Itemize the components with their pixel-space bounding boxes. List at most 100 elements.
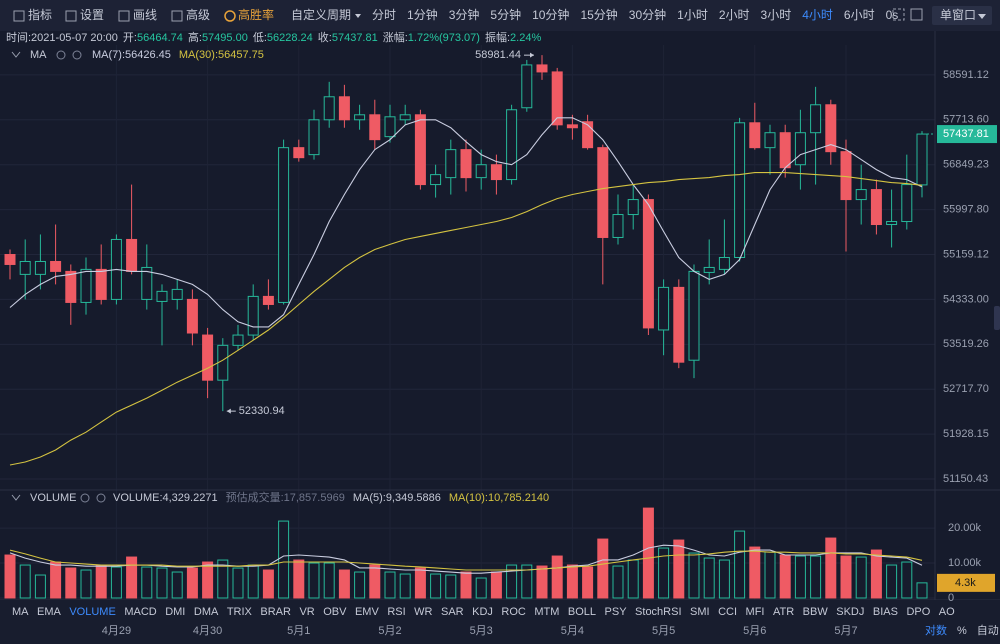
indicator-tab[interactable]: BRAR <box>260 606 291 618</box>
window-label[interactable]: 单窗口 <box>940 8 976 22</box>
period[interactable]: 10分钟 <box>532 7 569 22</box>
candle-body <box>718 256 730 270</box>
period[interactable]: 1分钟 <box>407 7 438 22</box>
period[interactable]: 4小时 <box>802 8 833 22</box>
screenshot-icon[interactable] <box>910 8 923 21</box>
volume-bar <box>825 537 837 599</box>
volume-bar <box>19 564 31 599</box>
indicator-tab[interactable]: EMA <box>37 606 62 618</box>
indicator-tab[interactable]: SMI <box>690 606 710 618</box>
period[interactable]: 分时 <box>372 8 396 22</box>
indicator-tab[interactable]: SAR <box>441 606 464 618</box>
indicator-tab[interactable]: EMV <box>355 606 380 618</box>
indicator-tab[interactable]: DMI <box>165 606 185 618</box>
period[interactable]: 0s <box>886 8 899 22</box>
candle-body <box>642 199 654 329</box>
indicator-tab[interactable]: SKDJ <box>836 606 864 618</box>
volume-bar <box>901 561 913 599</box>
tool[interactable]: 高级 <box>186 7 210 22</box>
volume-bar <box>278 520 290 599</box>
fullscreen-icon[interactable] <box>892 8 905 21</box>
period[interactable]: 2小时 <box>719 8 750 22</box>
indicator-tab[interactable]: AO <box>939 606 955 618</box>
indicator-tab[interactable]: BBW <box>803 606 829 618</box>
y-tick-label: 51150.43 <box>943 473 988 485</box>
collapse-icon[interactable] <box>11 494 21 501</box>
candle-body <box>399 114 411 121</box>
candle-body <box>901 184 913 223</box>
indicator-tab[interactable]: DPO <box>906 606 930 618</box>
legend-icon[interactable] <box>72 50 82 60</box>
scale-option[interactable]: % <box>957 625 967 637</box>
legend-icon[interactable] <box>96 493 106 503</box>
volume-bar <box>490 571 502 599</box>
candle-body <box>855 189 867 201</box>
legend-icon[interactable] <box>80 493 90 503</box>
info-value: 57495.00 <box>202 32 248 44</box>
candle-body <box>658 286 670 331</box>
indicator-tab[interactable]: TRIX <box>227 606 253 618</box>
indicator-tab[interactable]: DMA <box>194 606 219 618</box>
candle-body <box>445 149 457 179</box>
collapse-tab[interactable] <box>994 306 1000 330</box>
period[interactable]: 5分钟 <box>490 7 521 22</box>
period[interactable]: 3分钟 <box>449 7 480 22</box>
tool[interactable]: 画线 <box>133 8 157 22</box>
candle-body <box>779 132 791 169</box>
collapse-icon[interactable] <box>11 51 21 58</box>
volume-bar <box>399 573 411 599</box>
indicator-tab[interactable]: StochRSI <box>635 606 681 618</box>
candle-body <box>156 290 168 302</box>
indicator-tab[interactable]: PSY <box>605 606 628 618</box>
y-tick-label: 56849.23 <box>943 159 989 171</box>
scale-option[interactable]: 对数 <box>925 623 947 637</box>
period[interactable]: 3小时 <box>761 8 792 22</box>
indicator-tab[interactable]: BIAS <box>873 606 898 618</box>
candle-body <box>19 260 31 275</box>
y-tick-label: 55159.12 <box>943 248 989 260</box>
period[interactable]: 6小时 <box>844 8 875 22</box>
indicator-tab[interactable]: MA <box>12 606 29 618</box>
last-volume-tag <box>937 573 995 592</box>
volume-bar <box>718 559 730 599</box>
period[interactable]: 30分钟 <box>629 7 666 22</box>
y-tick-label: 20.00k <box>948 522 982 534</box>
indicator-tab[interactable]: MFI <box>746 606 765 618</box>
custom-period[interactable]: 自定义周期 <box>291 7 351 22</box>
indicator-tab[interactable]: KDJ <box>472 606 493 618</box>
y-tick-label: 53519.26 <box>943 338 989 350</box>
indicator-tab[interactable]: ROC <box>501 606 526 618</box>
candle-body <box>916 133 928 186</box>
tool[interactable]: 高胜率 <box>238 7 274 22</box>
annotation-arrow <box>226 408 231 414</box>
scale-option[interactable]: 自动 <box>977 624 999 637</box>
tool[interactable]: 设置 <box>80 8 104 22</box>
info-value: 57437.81 <box>332 32 378 44</box>
indicator-tab[interactable]: CCI <box>718 606 737 618</box>
indicator-tab[interactable]: ATR <box>773 606 794 618</box>
tool[interactable]: 指标 <box>28 7 52 22</box>
volume-bar <box>171 571 183 599</box>
indicator-tab[interactable]: RSI <box>387 606 405 618</box>
indicator-tab[interactable]: OBV <box>323 606 347 618</box>
indicator-tab[interactable]: WR <box>414 606 432 618</box>
legend-entry: MA(30):56457.75 <box>179 49 264 61</box>
candle-body <box>186 298 198 334</box>
ma-line <box>9 172 923 466</box>
indicator-tab[interactable]: VR <box>299 606 314 618</box>
volume-bar <box>688 552 700 599</box>
indicator-tab[interactable]: BOLL <box>568 606 596 618</box>
volume-bar <box>369 564 381 599</box>
legend-icon[interactable] <box>56 50 66 60</box>
period[interactable]: 15分钟 <box>580 7 617 22</box>
candle-body <box>354 114 366 121</box>
indicator-tab[interactable]: VOLUME <box>69 606 115 618</box>
volume-bar <box>217 559 229 599</box>
window-button[interactable] <box>932 6 992 25</box>
period[interactable]: 1小时 <box>677 8 708 22</box>
indicator-tab[interactable]: MTM <box>534 606 559 618</box>
volume-ma-line <box>9 549 923 571</box>
indicator-tab[interactable]: MACD <box>124 606 156 618</box>
last-price-tag <box>937 125 997 144</box>
candle-body <box>126 238 138 272</box>
